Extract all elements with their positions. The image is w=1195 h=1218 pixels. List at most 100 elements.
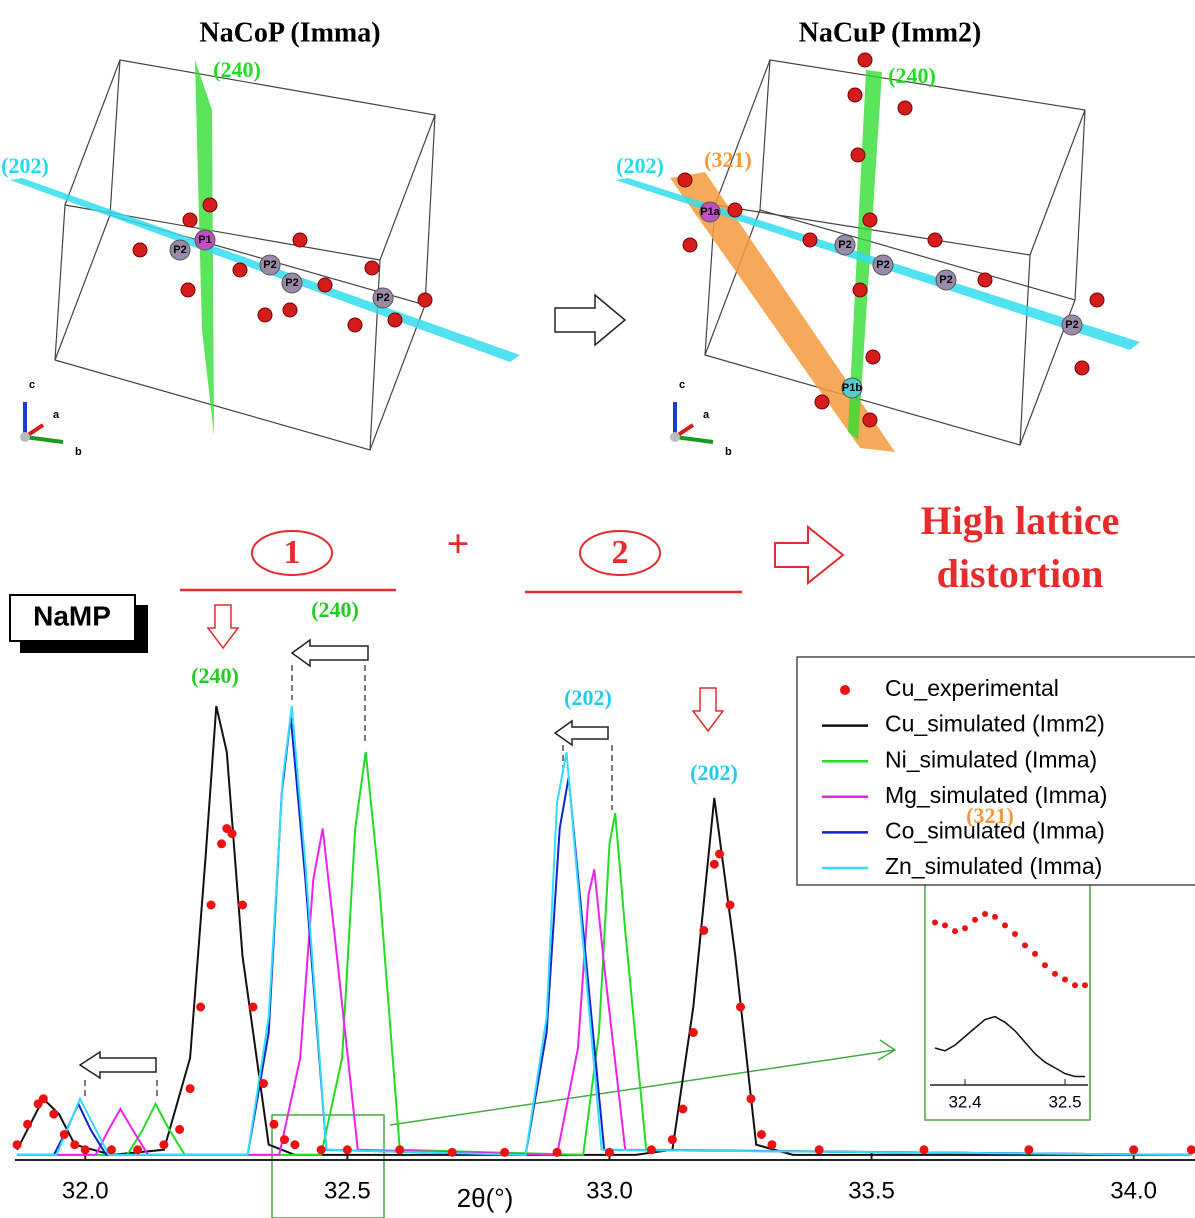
inset-tick-label: 32.4	[948, 1092, 981, 1111]
atom-o	[348, 318, 362, 332]
atom-o	[283, 303, 297, 317]
atom-label: P1a	[700, 206, 720, 218]
plane-label: (202)	[616, 153, 664, 178]
data-point	[13, 1140, 22, 1149]
data-point	[699, 926, 708, 935]
atom-label: P1b	[842, 382, 862, 394]
data-point	[746, 1094, 755, 1103]
legend-label: Ni_simulated (Imma)	[885, 746, 1097, 772]
data-point	[1187, 1145, 1195, 1154]
atom-o	[1090, 293, 1104, 307]
axis-name: b	[725, 446, 732, 458]
atom-o	[898, 101, 912, 115]
atom-o	[851, 148, 865, 162]
data-point	[757, 1130, 766, 1139]
x-tick-label: 33.5	[848, 1177, 895, 1204]
atom-o	[863, 213, 877, 227]
atom-o	[233, 263, 247, 277]
structure-right	[705, 60, 1085, 445]
atom-label: P2	[838, 239, 851, 251]
axis-origin	[670, 432, 680, 442]
data-point	[228, 829, 237, 838]
atom-o	[683, 238, 697, 252]
atom-o	[728, 203, 742, 217]
inset-point	[1072, 982, 1078, 988]
data-point	[715, 850, 724, 859]
inset-point	[992, 914, 998, 920]
legend-label: Zn_simulated (Imma)	[885, 853, 1102, 879]
data-point	[668, 1135, 677, 1144]
inset-point	[1062, 977, 1068, 983]
data-point	[678, 1105, 687, 1114]
data-point	[60, 1130, 69, 1139]
cell-back	[760, 60, 1085, 300]
plane-label: (202)	[1, 153, 49, 178]
atom-o	[858, 53, 872, 67]
data-point	[259, 1079, 268, 1088]
data-point	[500, 1148, 509, 1157]
atom-o	[258, 308, 272, 322]
data-point	[343, 1145, 352, 1154]
atom-label: P2	[939, 274, 952, 286]
atom-o	[318, 278, 332, 292]
x-axis-label: 2θ(°)	[457, 1183, 514, 1213]
x-tick-label: 32.0	[62, 1177, 109, 1204]
data-point	[238, 901, 247, 910]
inset-tick-label: 32.5	[1048, 1092, 1081, 1111]
atom-o	[678, 173, 692, 187]
data-point	[647, 1145, 656, 1154]
data-point	[280, 1135, 289, 1144]
cell-front	[55, 205, 380, 450]
inset-point	[1002, 922, 1008, 928]
data-point	[49, 1110, 58, 1119]
atom-o	[388, 313, 402, 327]
data-point	[23, 1120, 32, 1129]
data-point	[133, 1145, 142, 1154]
atom-o	[848, 88, 862, 102]
atom-o	[853, 283, 867, 297]
atom-label: P2	[1065, 319, 1078, 331]
atom-o	[133, 243, 147, 257]
axis-name: a	[703, 409, 710, 421]
atom-o	[866, 350, 880, 364]
data-point	[107, 1145, 116, 1154]
inset-point	[1032, 951, 1038, 957]
plane-label: (240)	[888, 63, 936, 88]
data-point	[1024, 1145, 1033, 1154]
data-point	[81, 1145, 90, 1154]
data-point	[269, 1120, 278, 1129]
atom-o	[418, 293, 432, 307]
result: distortion	[937, 551, 1104, 596]
axis-name: b	[75, 446, 82, 458]
atom-o	[293, 233, 307, 247]
axis-name: c	[29, 379, 35, 391]
data-point	[726, 901, 735, 910]
inset-point	[962, 925, 968, 931]
plus: +	[447, 521, 470, 566]
x-tick-label: 32.5	[324, 1177, 371, 1204]
data-point	[710, 860, 719, 869]
data-point	[605, 1148, 614, 1157]
atom-o	[978, 273, 992, 287]
step-2: 2	[612, 534, 629, 571]
data-point	[186, 1084, 195, 1093]
data-point	[919, 1145, 928, 1154]
data-point	[553, 1148, 562, 1157]
data-point	[39, 1094, 48, 1103]
data-point	[736, 1003, 745, 1012]
atom-label: P2	[285, 277, 298, 289]
inset-point	[972, 917, 978, 923]
data-point	[290, 1140, 299, 1149]
axis-b	[675, 437, 713, 442]
data-point	[70, 1140, 79, 1149]
atom-o	[181, 283, 195, 297]
chart-label: NaMP	[33, 600, 111, 631]
x-tick-label: 34.0	[1110, 1177, 1157, 1204]
data-point	[448, 1148, 457, 1157]
result: High lattice	[921, 498, 1120, 543]
annotation: (202)	[564, 685, 612, 710]
axis-name: c	[679, 379, 685, 391]
inset-label: (321)	[966, 803, 1014, 828]
data-point	[767, 1140, 776, 1149]
inset-point	[1042, 962, 1048, 968]
